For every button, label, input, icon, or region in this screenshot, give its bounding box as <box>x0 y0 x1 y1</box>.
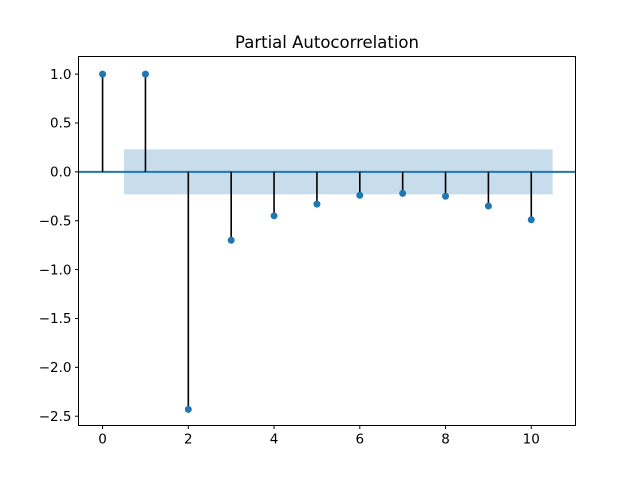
y-tick-label: −1.5 <box>39 311 72 327</box>
stem-marker <box>356 191 364 199</box>
y-tick-label: 0.0 <box>50 165 71 181</box>
stem-marker <box>270 212 278 220</box>
axes-frame <box>78 56 576 426</box>
stem-marker <box>399 189 407 197</box>
x-tick-label: 0 <box>98 432 107 448</box>
y-tick-label: −1.0 <box>39 262 72 278</box>
y-tick-label: 0.5 <box>50 116 71 132</box>
chart-title: Partial Autocorrelation <box>235 33 419 52</box>
x-tick-label: 6 <box>355 432 364 448</box>
stem-marker <box>527 216 535 224</box>
stem-marker <box>313 200 321 208</box>
y-tick-label: −2.5 <box>39 409 72 425</box>
y-tick-label: −2.0 <box>39 360 72 376</box>
x-tick-label: 4 <box>270 432 279 448</box>
x-tick-label: 2 <box>184 432 193 448</box>
stem-marker <box>99 70 107 78</box>
chart-layers: 1.0 0.5 0.0 −0.5 −1.0 −1.5 −2.0 −2.5 0 2 4 6 8 10 <box>39 56 576 448</box>
stem-marker <box>141 70 149 78</box>
y-tick-label: −0.5 <box>39 213 72 229</box>
x-tick-label: 8 <box>441 432 450 448</box>
y-tick-label: 1.0 <box>50 67 71 83</box>
stem-marker <box>184 405 192 413</box>
stem-marker <box>484 202 492 210</box>
stem-marker <box>227 236 235 244</box>
x-tick-label: 10 <box>523 432 540 448</box>
stem-marker <box>442 192 450 200</box>
